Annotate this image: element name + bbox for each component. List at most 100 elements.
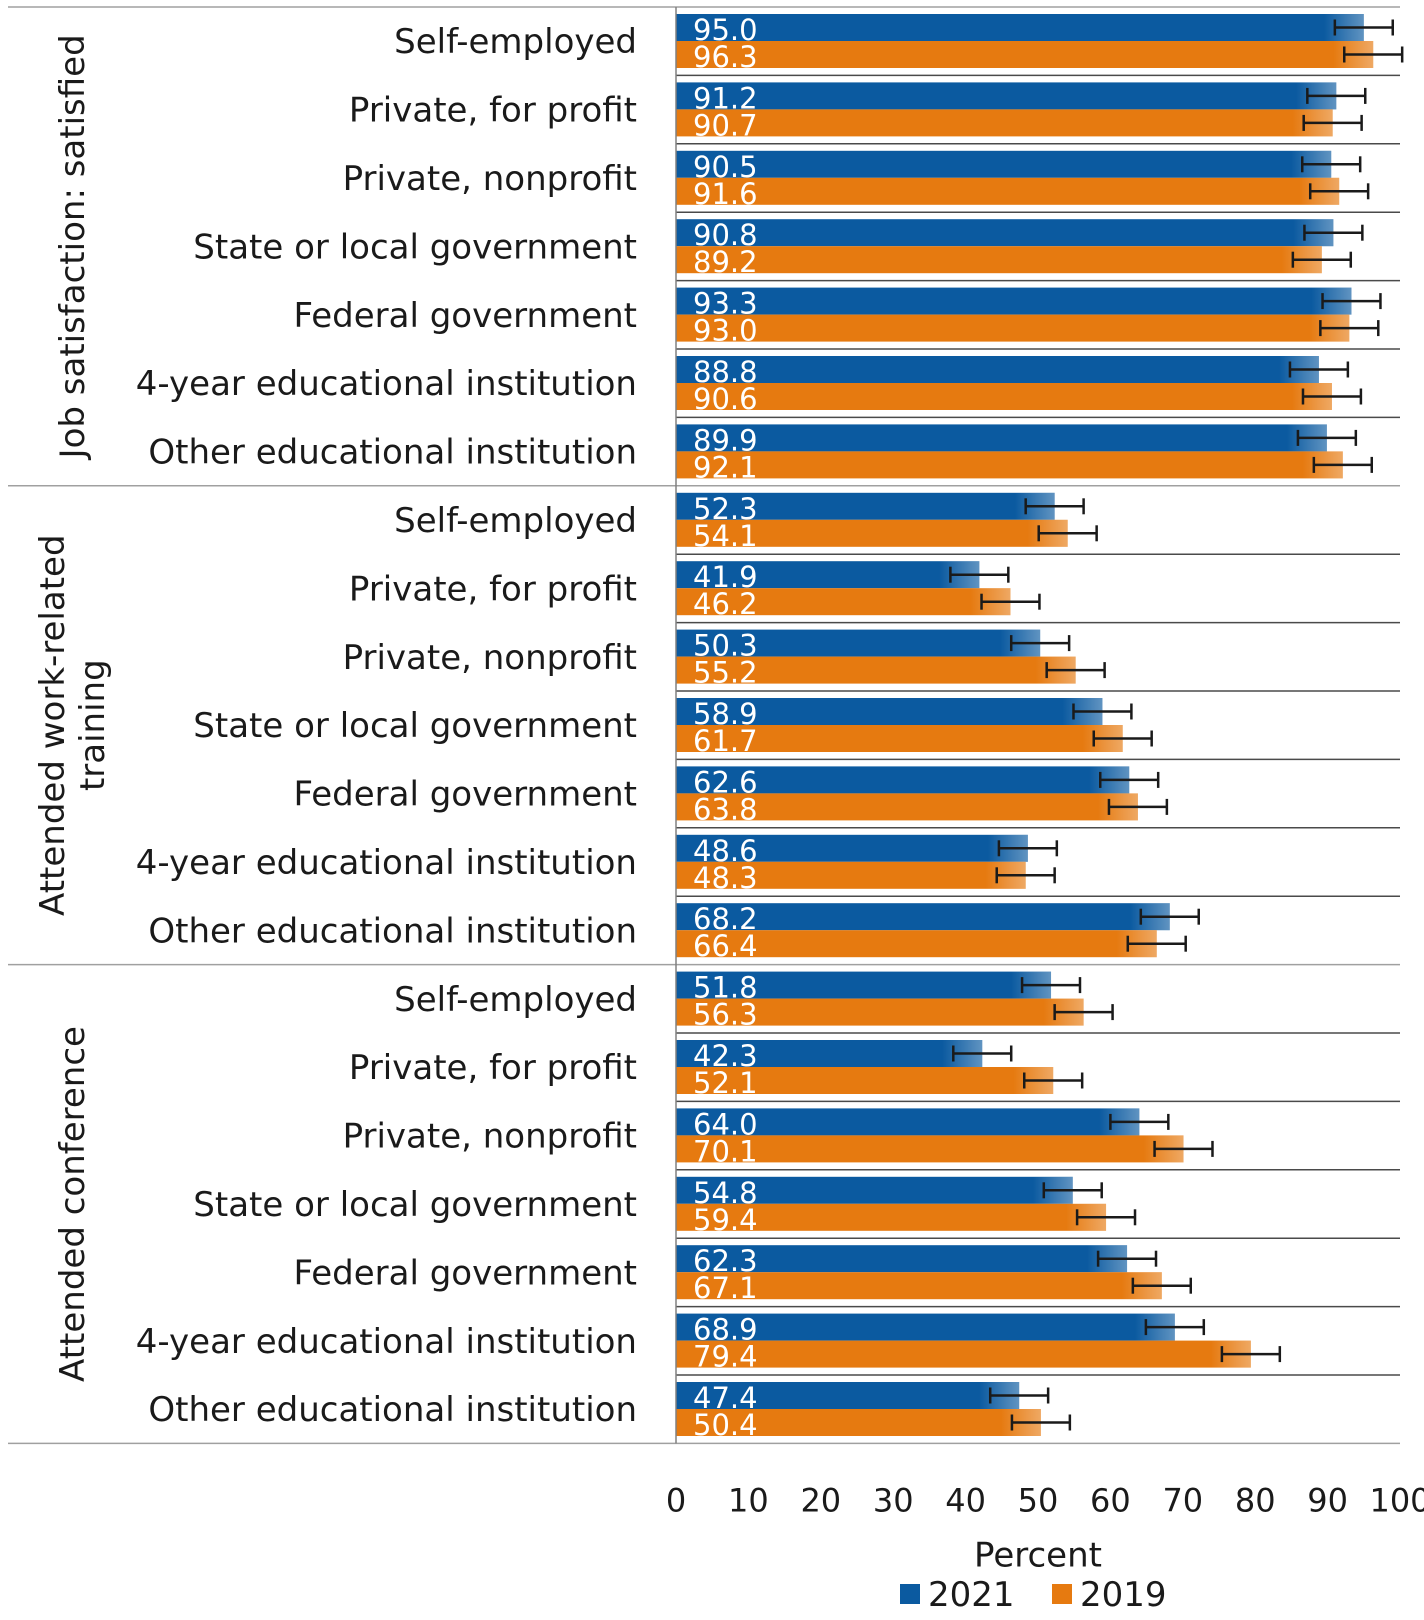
bar-2021 xyxy=(676,82,1337,110)
group-label-line: Job satisfaction: satisfied xyxy=(53,34,93,460)
value-label: 66.4 xyxy=(693,929,758,963)
bar-2019 xyxy=(676,656,1076,684)
group-label-2: Attended conference xyxy=(53,1026,93,1382)
value-label: 92.1 xyxy=(693,450,758,484)
category-label: Other educational institution xyxy=(148,433,637,473)
bar-2021 xyxy=(676,1176,1073,1204)
category-label: Self-employed xyxy=(394,501,637,541)
category-label: Other educational institution xyxy=(148,911,637,951)
bar-2021 xyxy=(676,629,1041,657)
category-label: Private, for profit xyxy=(349,569,637,609)
x-tick-label: 50 xyxy=(1018,1481,1059,1519)
bar-2019 xyxy=(676,177,1340,205)
value-label: 48.3 xyxy=(693,861,758,895)
value-label: 90.6 xyxy=(693,382,758,416)
category-label: Federal government xyxy=(294,1253,637,1293)
x-tick-label: 40 xyxy=(945,1481,986,1519)
category-label: Private, nonprofit xyxy=(343,638,637,678)
group-label-0: Job satisfaction: satisfied xyxy=(53,34,93,460)
x-tick-label: 10 xyxy=(728,1481,769,1519)
category-label: Private, nonprofit xyxy=(343,159,637,199)
category-label: State or local government xyxy=(193,706,637,746)
x-tick-label: 90 xyxy=(1307,1481,1348,1519)
group-label-line: Attended work-related xyxy=(33,534,73,916)
value-label: 70.1 xyxy=(693,1134,758,1168)
value-label: 59.4 xyxy=(693,1203,758,1237)
bar-2021 xyxy=(676,424,1327,452)
x-tick-label: 60 xyxy=(1090,1481,1131,1519)
category-label: 4-year educational institution xyxy=(136,364,637,404)
bar-2021 xyxy=(676,561,980,589)
bar-2021 xyxy=(676,1245,1128,1273)
bar-2019 xyxy=(676,519,1068,547)
bar-2021 xyxy=(676,287,1352,315)
bar-2021 xyxy=(676,903,1170,931)
bar-2021 xyxy=(676,492,1055,520)
x-tick-label: 70 xyxy=(1162,1481,1203,1519)
bar-2019 xyxy=(676,1272,1162,1300)
bar-2021 xyxy=(676,766,1130,794)
bar-2021 xyxy=(676,1313,1175,1341)
category-label: State or local government xyxy=(193,227,637,267)
bar-2019 xyxy=(676,383,1332,410)
bar-2019 xyxy=(676,861,1026,889)
bar-2019 xyxy=(676,998,1084,1026)
value-label: 54.1 xyxy=(693,519,758,553)
category-label: Self-employed xyxy=(394,22,637,62)
category-label: Private, nonprofit xyxy=(343,1117,637,1157)
category-label: 4-year educational institution xyxy=(136,843,637,883)
value-label: 89.2 xyxy=(693,245,758,279)
category-label: Private, for profit xyxy=(349,1048,637,1088)
value-label: 52.1 xyxy=(693,1066,758,1100)
value-label: 56.3 xyxy=(693,998,758,1032)
bar-2021 xyxy=(676,150,1332,178)
x-tick-label: 100 xyxy=(1369,1481,1424,1519)
bar-2019 xyxy=(676,41,1374,68)
value-label: 67.1 xyxy=(693,1271,758,1305)
bar-2019 xyxy=(676,725,1123,752)
bar-2019 xyxy=(676,109,1333,137)
value-label: 55.2 xyxy=(693,656,758,690)
value-label: 63.8 xyxy=(693,792,758,826)
category-label: Other educational institution xyxy=(148,1390,637,1430)
bar-2021 xyxy=(676,1040,983,1067)
bar-2019 xyxy=(676,1340,1251,1368)
bar-2019 xyxy=(676,930,1157,958)
value-label: 93.0 xyxy=(693,314,758,348)
x-tick-label: 0 xyxy=(666,1481,686,1519)
x-axis-title: Percent xyxy=(974,1535,1102,1575)
bar-2019 xyxy=(676,1203,1107,1231)
bar-2019 xyxy=(676,314,1350,342)
value-label: 91.6 xyxy=(693,177,758,211)
legend-label-2019: 2019 xyxy=(1080,1575,1167,1615)
bar-2021 xyxy=(676,834,1028,862)
group-label-line: training xyxy=(73,659,113,791)
bar-2021 xyxy=(676,1382,1020,1409)
bar-2021 xyxy=(676,356,1319,383)
category-label: Federal government xyxy=(294,296,637,336)
bar-2019 xyxy=(676,451,1343,479)
x-tick-label: 80 xyxy=(1235,1481,1276,1519)
value-label: 90.7 xyxy=(693,108,758,142)
value-label: 46.2 xyxy=(693,587,758,621)
bar-2021 xyxy=(676,971,1052,999)
category-label: 4-year educational institution xyxy=(136,1322,637,1362)
legend-swatch-2021 xyxy=(900,1584,920,1604)
group-label-1: Attended work-relatedtraining xyxy=(33,534,113,916)
bar-2021 xyxy=(676,698,1103,725)
category-label: Federal government xyxy=(294,775,637,815)
bar-2019 xyxy=(676,1135,1184,1163)
bar-2019 xyxy=(676,588,1011,616)
value-label: 61.7 xyxy=(693,724,758,758)
x-tick-label: 20 xyxy=(800,1481,841,1519)
value-label: 50.4 xyxy=(693,1408,758,1442)
value-label: 96.3 xyxy=(693,40,758,74)
bar-2021 xyxy=(676,1108,1140,1136)
legend-label-2021: 2021 xyxy=(928,1575,1015,1615)
category-label: Private, for profit xyxy=(349,91,637,131)
group-label-line: Attended conference xyxy=(53,1026,93,1382)
category-label: Self-employed xyxy=(394,980,637,1020)
bar-2021 xyxy=(676,219,1334,247)
bar-2021 xyxy=(676,14,1364,41)
